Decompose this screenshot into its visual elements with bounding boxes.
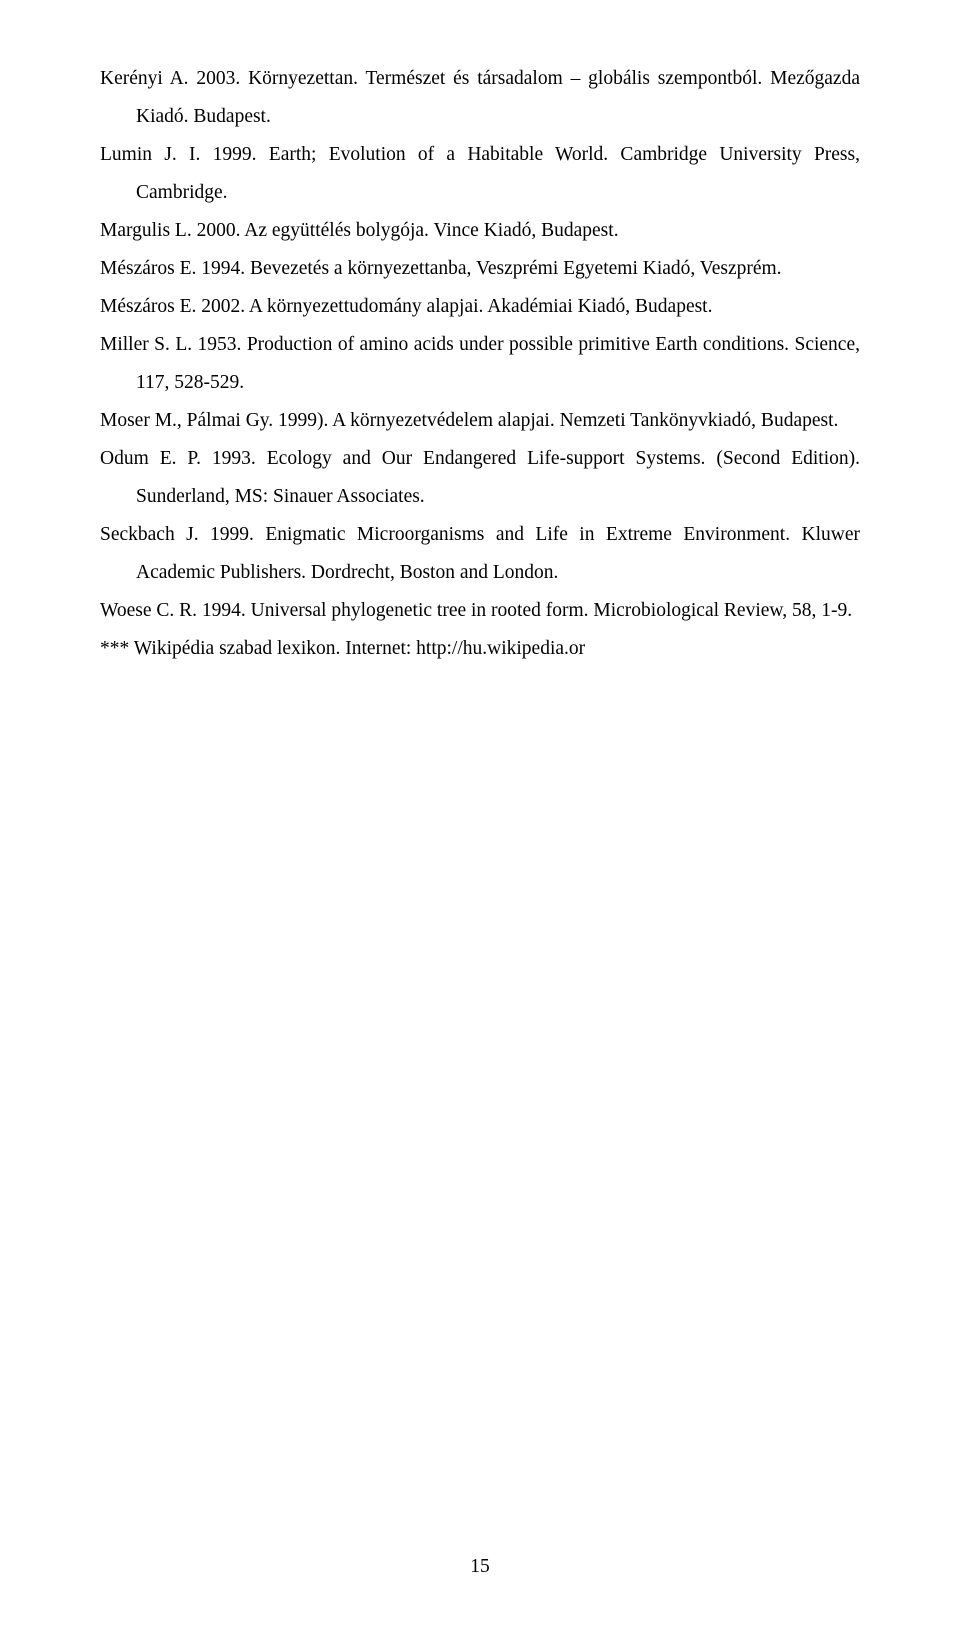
reference-list: Kerényi A. 2003. Környezettan. Természet… (100, 60, 860, 668)
reference-item: Mészáros E. 2002. A környezettudomány al… (100, 288, 860, 326)
reference-item: Seckbach J. 1999. Enigmatic Microorganis… (100, 516, 860, 592)
reference-item: Woese C. R. 1994. Universal phylogenetic… (100, 592, 860, 630)
reference-item: *** Wikipédia szabad lexikon. Internet: … (100, 630, 860, 668)
reference-item: Miller S. L. 1953. Production of amino a… (100, 326, 860, 402)
reference-item: Moser M., Pálmai Gy. 1999). A környezetv… (100, 402, 860, 440)
reference-item: Margulis L. 2000. Az együttélés bolygója… (100, 212, 860, 250)
page-number: 15 (0, 1556, 960, 1578)
reference-item: Kerényi A. 2003. Környezettan. Természet… (100, 60, 860, 136)
reference-item: Lumin J. I. 1999. Earth; Evolution of a … (100, 136, 860, 212)
reference-item: Odum E. P. 1993. Ecology and Our Endange… (100, 440, 860, 516)
reference-item: Mészáros E. 1994. Bevezetés a környezett… (100, 250, 860, 288)
